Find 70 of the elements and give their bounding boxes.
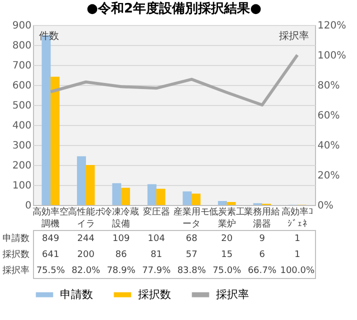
line-series bbox=[49, 54, 299, 106]
bar bbox=[76, 156, 86, 205]
y-tick-label: 0 bbox=[25, 200, 32, 212]
y-tick-label: 500 bbox=[12, 100, 32, 112]
text: 採択率 bbox=[2, 266, 30, 276]
data-label: 20 bbox=[221, 234, 233, 244]
data-label: 200 bbox=[77, 250, 95, 260]
data-label: 86 bbox=[115, 250, 128, 260]
data-label: 83.8% bbox=[177, 266, 206, 276]
data-label: 9 bbox=[259, 234, 266, 244]
bar bbox=[226, 202, 236, 205]
text: 申請数 bbox=[2, 234, 30, 244]
y2-tick-label: 120% bbox=[318, 20, 346, 32]
data-label: 6 bbox=[259, 250, 266, 260]
y-tick-label: 100 bbox=[12, 180, 32, 192]
x-tick-label: 業務用給湯器 bbox=[244, 206, 280, 230]
data-label: 100.0% bbox=[280, 266, 315, 276]
y-axis-title: 件数 bbox=[39, 31, 59, 42]
x-tick-label: 高性能ボイラ bbox=[68, 206, 104, 230]
y-tick-label: 600 bbox=[12, 80, 32, 92]
x-tick-label: 変圧器 bbox=[142, 206, 170, 218]
data-label: 104 bbox=[148, 234, 166, 244]
data-label: 109 bbox=[112, 234, 130, 244]
data-label: 75.5% bbox=[36, 266, 66, 276]
data-label: 78.9% bbox=[106, 266, 136, 276]
data-label: 66.7% bbox=[248, 266, 277, 276]
y2-axis-title: 採択率 bbox=[279, 30, 309, 42]
data-label: 57 bbox=[186, 250, 198, 260]
y2-tick-label: 40% bbox=[318, 140, 340, 152]
y-tick-label: 200 bbox=[12, 160, 32, 172]
x-tick-label: 産業用モータ bbox=[174, 206, 210, 230]
bar bbox=[50, 76, 60, 205]
legend-label: 申請数 bbox=[60, 288, 93, 301]
bar bbox=[86, 165, 95, 205]
data-label: 82.0% bbox=[72, 266, 101, 276]
y-tick-label: 800 bbox=[12, 40, 32, 52]
y2-tick-label: 100% bbox=[318, 50, 346, 62]
legend-label: 採択率 bbox=[216, 288, 249, 301]
y-tick-label: 400 bbox=[12, 120, 32, 132]
data-label: 1 bbox=[294, 234, 300, 244]
text: 採択数 bbox=[2, 250, 30, 260]
bar bbox=[156, 188, 166, 205]
bar bbox=[192, 194, 201, 205]
data-label: 849 bbox=[42, 234, 60, 244]
data-label: 68 bbox=[186, 234, 198, 244]
x-tick-label: 高効率空調機 bbox=[32, 206, 69, 230]
y-tick-label: 900 bbox=[12, 20, 32, 32]
data-label: 641 bbox=[42, 250, 60, 260]
data-label: 81 bbox=[150, 250, 162, 260]
bar bbox=[121, 188, 130, 205]
y-tick-label: 700 bbox=[12, 60, 32, 72]
y2-tick-label: 0% bbox=[318, 200, 334, 212]
x-tick-label: 低炭素工業炉 bbox=[208, 206, 245, 230]
x-tick-label: 高効率ｺｼﾞｪﾈ bbox=[281, 206, 314, 230]
bar bbox=[147, 184, 156, 205]
bar bbox=[112, 183, 122, 205]
chart-title: ●令和2年度設備別採択結果● bbox=[86, 0, 262, 16]
data-label: 15 bbox=[221, 250, 233, 260]
bar bbox=[182, 191, 192, 205]
y-tick-label: 300 bbox=[12, 140, 32, 152]
legend-label: 採択数 bbox=[138, 288, 171, 301]
data-label: 1 bbox=[294, 250, 300, 260]
y2-tick-label: 80% bbox=[318, 80, 340, 92]
y2-tick-label: 60% bbox=[318, 110, 340, 122]
data-label: 77.9% bbox=[142, 266, 172, 276]
y2-tick-label: 20% bbox=[318, 170, 340, 182]
x-tick-label: 冷凍冷蔵設備 bbox=[103, 206, 140, 230]
data-label: 75.0% bbox=[212, 266, 242, 276]
data-label: 244 bbox=[77, 234, 95, 244]
bar bbox=[218, 201, 227, 205]
